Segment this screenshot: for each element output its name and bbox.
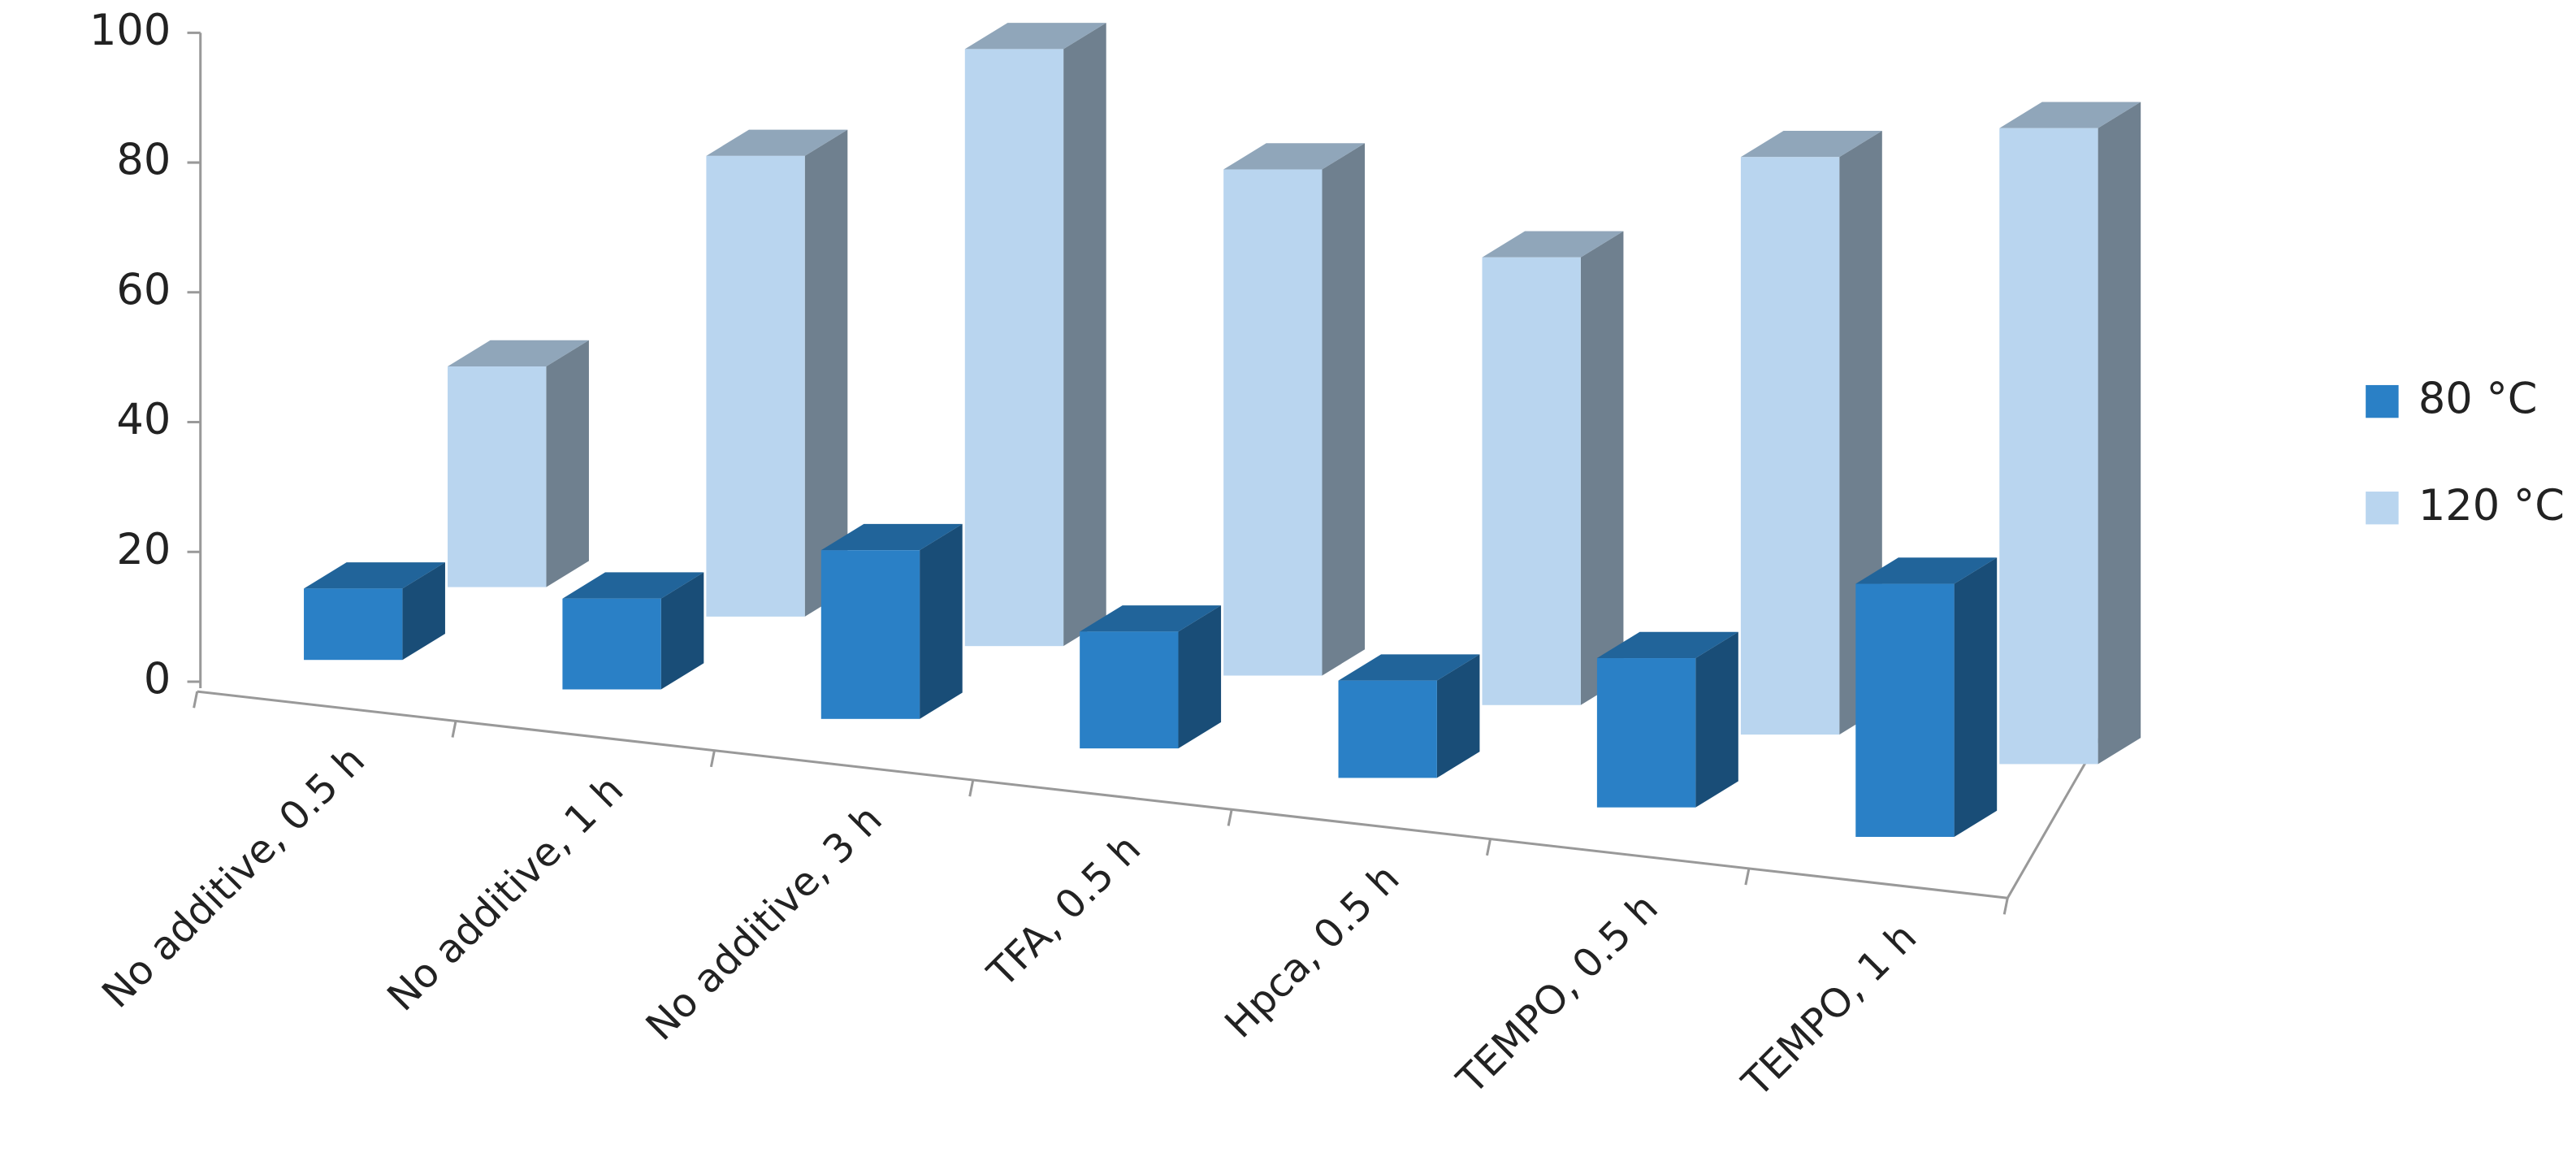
bar-front xyxy=(1999,128,2098,765)
x-tick-label: No additive, 1 h xyxy=(379,767,632,1020)
bar-side xyxy=(546,340,589,587)
bar-top xyxy=(1855,557,1998,584)
y-tick-label: 0 xyxy=(144,655,171,704)
bar-top xyxy=(1596,631,1738,659)
bar-front xyxy=(1596,658,1696,808)
bar xyxy=(562,572,704,690)
bar-top xyxy=(1482,231,1624,258)
bar-side xyxy=(1322,143,1366,676)
bar-side xyxy=(402,562,445,661)
bar xyxy=(304,562,445,661)
bar-side xyxy=(920,523,963,719)
bar xyxy=(706,129,848,617)
x-tick-label: No additive, 0.5 h xyxy=(93,738,374,1017)
bar xyxy=(1223,143,1366,676)
y-tick-label: 20 xyxy=(116,525,171,574)
bar-front xyxy=(1482,257,1581,705)
bar xyxy=(964,23,1106,647)
bar-top xyxy=(964,23,1106,50)
bar-front xyxy=(304,588,403,661)
bar-front xyxy=(1855,583,1955,838)
bar-top xyxy=(1223,143,1366,170)
x-tick xyxy=(1227,809,1233,826)
bar xyxy=(820,523,963,719)
bar-front xyxy=(448,366,547,587)
bar-front xyxy=(706,155,805,617)
legend-swatch xyxy=(2366,384,2399,418)
bar-top xyxy=(448,340,589,367)
bar-side xyxy=(1954,557,1998,838)
bar-top xyxy=(562,572,704,599)
y-tick-label: 40 xyxy=(116,395,171,444)
x-tick xyxy=(1486,838,1492,856)
x-tick xyxy=(2002,897,2009,915)
bar xyxy=(1482,231,1624,705)
bar-top xyxy=(820,523,963,551)
bar-side xyxy=(2098,102,2141,765)
bar xyxy=(1740,131,1882,735)
bar-side xyxy=(1436,654,1480,778)
bar xyxy=(448,340,589,587)
bar-front xyxy=(1080,631,1179,749)
legend-label: 120 °C xyxy=(2418,481,2565,531)
bar-front xyxy=(820,550,920,719)
bar-front xyxy=(562,598,661,690)
bar-front xyxy=(964,49,1064,647)
x-tick-label: TFA, 0.5 h xyxy=(979,826,1149,997)
bar-front xyxy=(1223,169,1323,676)
legend-label: 80 °C xyxy=(2418,375,2538,424)
bar-side xyxy=(1063,23,1106,647)
bar xyxy=(1080,605,1222,749)
bar-side xyxy=(660,572,704,690)
bar-front xyxy=(1740,157,1840,735)
bar-side xyxy=(804,129,848,617)
bar xyxy=(1338,654,1480,778)
bar xyxy=(1999,102,2141,765)
bar xyxy=(1596,631,1738,808)
bar-top xyxy=(1338,654,1480,681)
x-tick-label: TEMPO, 1 h xyxy=(1734,915,1926,1107)
y-tick-label: 60 xyxy=(116,265,171,314)
x-tick xyxy=(1744,868,1751,886)
y-tick-label: 80 xyxy=(116,136,171,185)
bar-top xyxy=(1080,605,1222,632)
x-tick-label: Hpca, 0.5 h xyxy=(1216,856,1408,1046)
x-tick-label: No additive, 3 h xyxy=(638,796,891,1049)
bar-front xyxy=(1338,680,1437,778)
bar-top xyxy=(304,562,445,589)
y-tick-label: 100 xyxy=(89,6,171,55)
bar-side xyxy=(1580,231,1624,705)
x-tick xyxy=(193,691,199,708)
x-tick-label: TEMPO, 0.5 h xyxy=(1448,885,1667,1103)
bar-top xyxy=(706,129,848,156)
bar xyxy=(1855,557,1998,838)
x-tick xyxy=(709,750,716,768)
x-tick xyxy=(451,721,457,738)
bar-top xyxy=(1999,102,2141,128)
legend-swatch xyxy=(2366,492,2399,525)
bar-side xyxy=(1178,605,1222,749)
x-tick xyxy=(968,779,975,797)
bar-side xyxy=(1695,631,1738,808)
bar-top xyxy=(1740,131,1882,158)
